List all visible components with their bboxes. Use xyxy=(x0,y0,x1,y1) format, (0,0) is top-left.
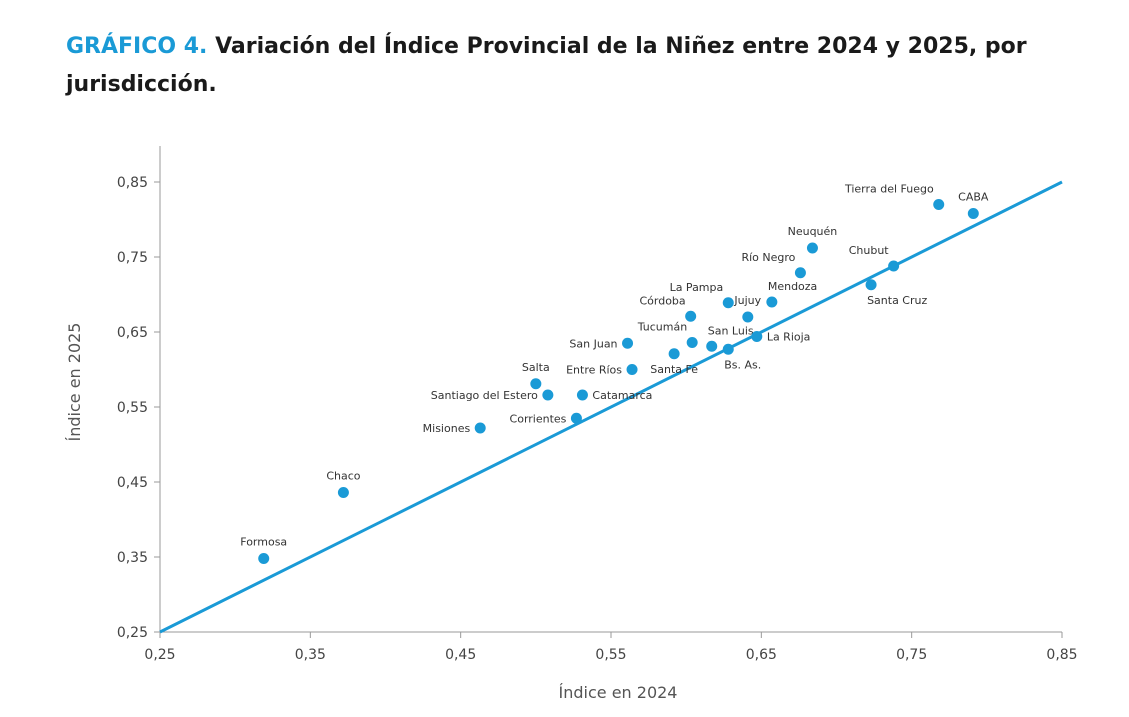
point-label: Tierra del Fuego xyxy=(844,183,934,196)
point-label: Tucumán xyxy=(637,321,687,334)
x-tick-label: 0,85 xyxy=(1046,647,1077,663)
x-tick-label: 0,35 xyxy=(295,647,326,663)
point-label: La Rioja xyxy=(767,331,811,344)
point-label: Catamarca xyxy=(592,389,652,402)
data-point xyxy=(337,487,349,498)
point-label: Chaco xyxy=(326,470,360,483)
points-group: Formosa Chaco Misiones Corrientes Santiago d… xyxy=(240,183,989,564)
point-label: Neuquén xyxy=(788,225,838,238)
point-label: Misiones xyxy=(423,422,471,435)
data-point xyxy=(888,260,900,272)
reference-line-group xyxy=(159,180,1063,634)
point-label: Bs. As. xyxy=(724,358,761,371)
data-point xyxy=(806,242,818,254)
data-point xyxy=(622,337,634,349)
x-tick-label: 0,45 xyxy=(445,647,476,663)
chart-title: GRÁFICO 4. Variación del Índice Provinci… xyxy=(66,28,1066,104)
point-label: CABA xyxy=(958,191,989,204)
data-point xyxy=(865,279,877,291)
y-tick-label: 0,75 xyxy=(117,250,148,266)
point-label: San Juan xyxy=(569,337,617,350)
point-label: Río Negro xyxy=(741,251,795,264)
point-label: Santa Fe xyxy=(650,363,698,376)
data-point xyxy=(258,553,270,564)
data-point xyxy=(794,267,806,279)
point-label: San Luis xyxy=(708,324,754,337)
chart-number: GRÁFICO 4. xyxy=(66,34,208,59)
data-point xyxy=(626,364,638,375)
data-point xyxy=(686,337,698,348)
data-point xyxy=(722,343,734,355)
point-label: Santiago del Estero xyxy=(431,389,538,402)
x-tick-label: 0,25 xyxy=(144,647,175,663)
data-point xyxy=(474,422,486,434)
y-tick-label: 0,55 xyxy=(117,400,148,416)
data-point xyxy=(576,389,588,401)
data-point xyxy=(751,331,763,342)
data-point xyxy=(722,297,734,309)
point-label: Mendoza xyxy=(768,280,817,293)
x-tick-label: 0,65 xyxy=(746,647,777,663)
y-tick-label: 0,65 xyxy=(117,325,148,341)
point-label: Santa Cruz xyxy=(867,294,927,307)
data-point xyxy=(530,378,542,390)
point-label: Corrientes xyxy=(510,412,567,425)
y-axis-title: Índice en 2025 xyxy=(65,323,84,442)
reference-line xyxy=(159,180,1063,634)
point-label: Entre Ríos xyxy=(566,364,622,377)
point-label: Salta xyxy=(522,361,550,374)
data-point xyxy=(685,310,697,322)
point-label: Jujuy xyxy=(733,294,761,307)
point-label: Formosa xyxy=(240,536,287,549)
data-point xyxy=(742,311,754,323)
x-tick-label: 0,75 xyxy=(896,647,927,663)
y-tick-label: 0,85 xyxy=(117,175,148,191)
point-label: Córdoba xyxy=(639,294,685,307)
data-point xyxy=(542,389,554,401)
data-point xyxy=(967,208,979,219)
y-tick-label: 0,35 xyxy=(117,550,148,566)
data-point xyxy=(766,296,778,308)
y-tick-label: 0,45 xyxy=(117,475,148,491)
data-point xyxy=(706,340,718,352)
data-point xyxy=(933,199,945,210)
chart-title-text: Variación del Índice Provincial de la Ni… xyxy=(66,34,1027,97)
point-label: La Pampa xyxy=(670,281,724,294)
data-point xyxy=(570,412,582,424)
x-tick-label: 0,55 xyxy=(595,647,626,663)
point-label: Chubut xyxy=(849,244,890,257)
y-tick-label: 0,25 xyxy=(117,625,148,641)
x-axis-title: Índice en 2024 xyxy=(559,683,678,702)
axes: 0,25 0,35 0,45 0,55 0,65 0,75 0,85 0,25 0,35 0,45… xyxy=(117,146,1078,663)
data-point xyxy=(668,348,680,360)
